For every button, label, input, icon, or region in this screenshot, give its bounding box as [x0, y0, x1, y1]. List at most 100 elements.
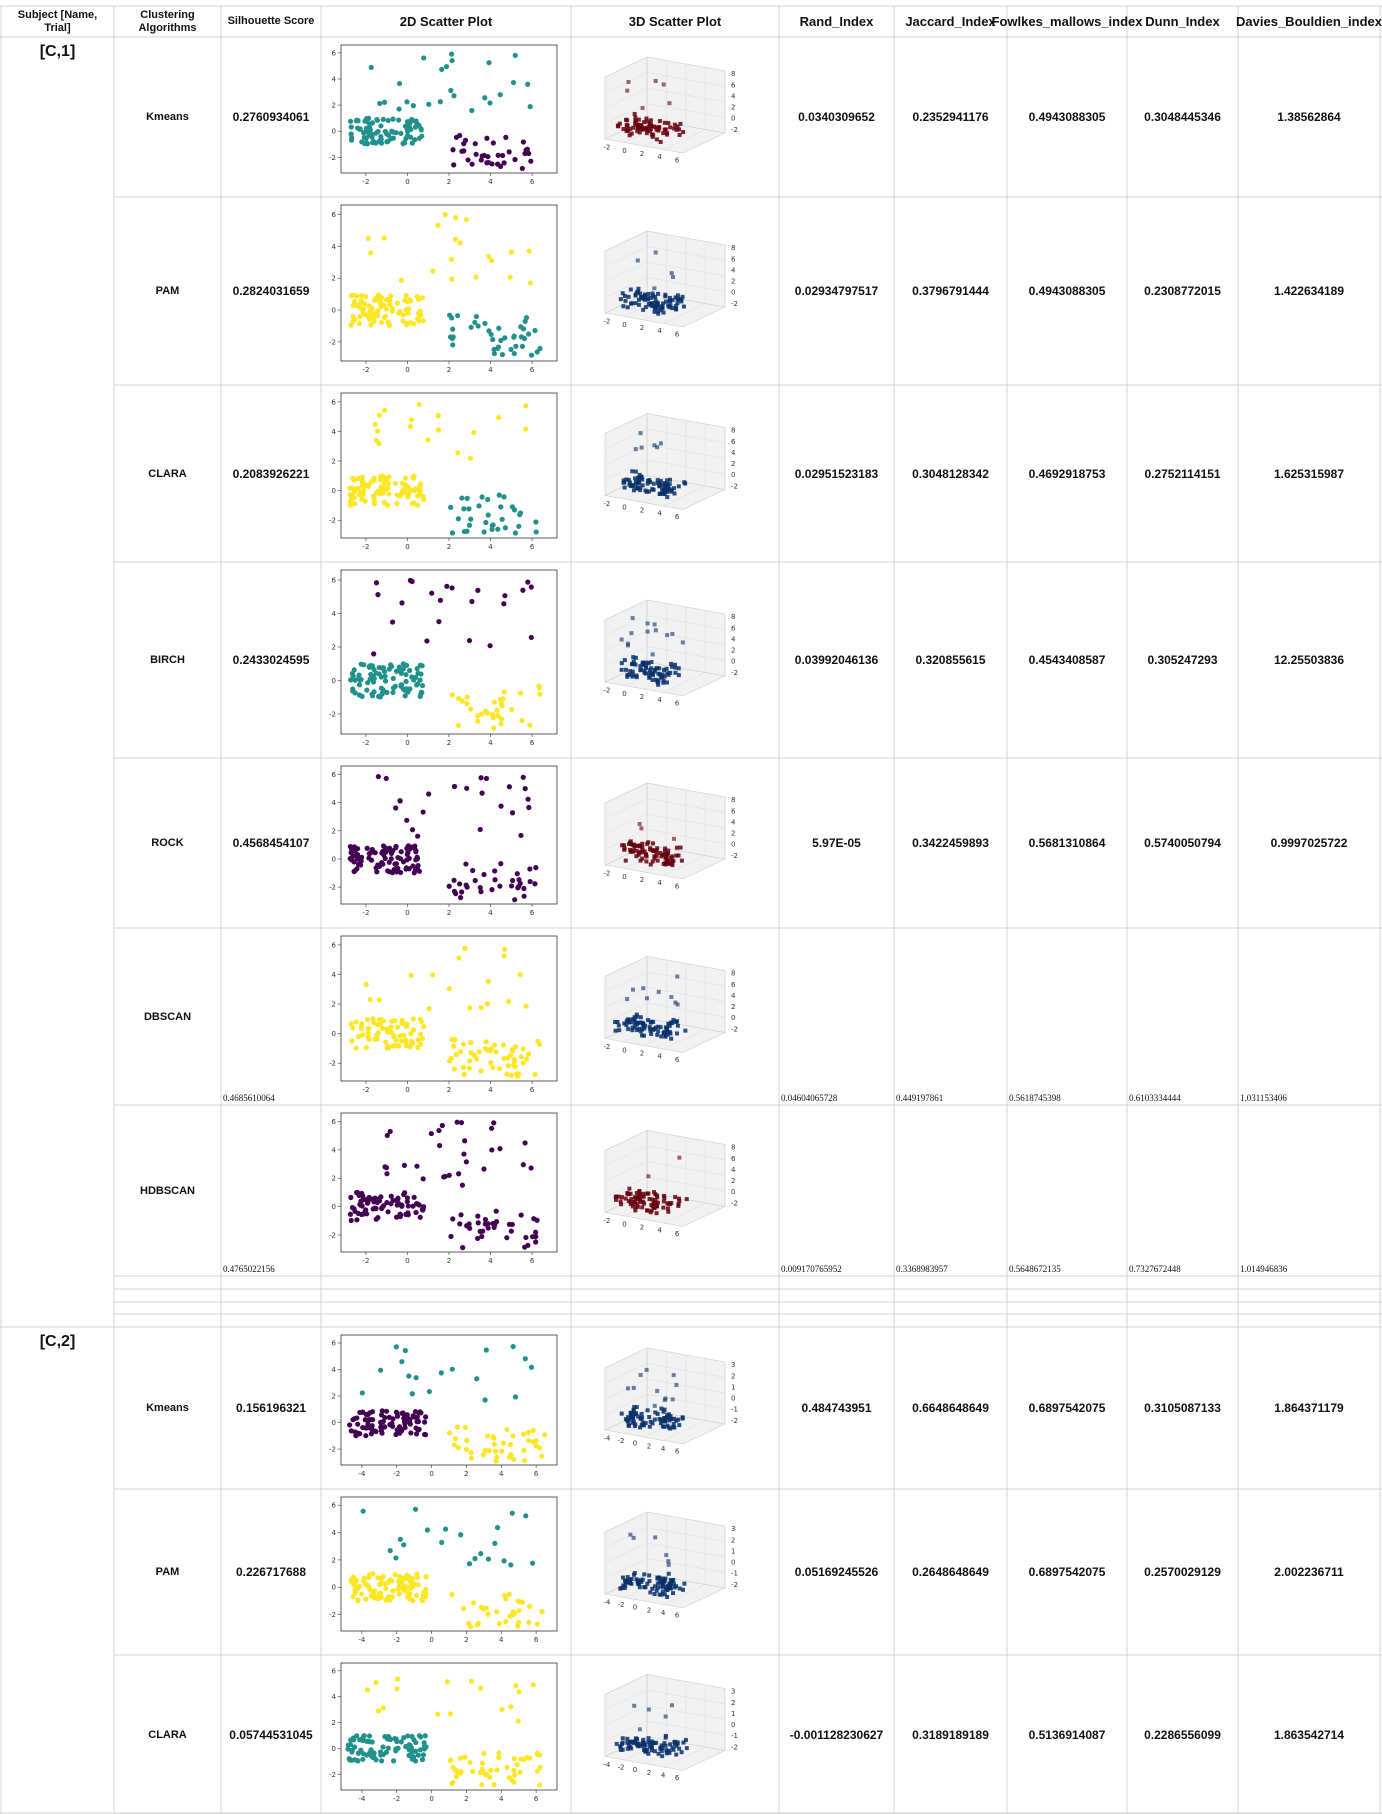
- cube-point: [635, 485, 640, 490]
- cube-point: [641, 1024, 646, 1029]
- cube-point: [638, 1020, 643, 1025]
- cube-point: [618, 1747, 623, 1752]
- scatter-dot: [528, 352, 535, 358]
- metric-value: 0.6897542075: [1028, 1565, 1106, 1579]
- scatter-dot: [525, 579, 531, 585]
- x-tick-label: 0: [405, 739, 409, 747]
- scatter-dot: [518, 1212, 524, 1218]
- scatter-dot: [452, 1037, 458, 1043]
- cube-point: [655, 445, 660, 450]
- scatter-dot: [493, 1458, 499, 1464]
- scatter-dot: [458, 895, 464, 901]
- scatter-dot: [472, 1556, 478, 1562]
- cube-point: [663, 1034, 668, 1039]
- scatter-dot: [511, 1610, 517, 1616]
- cube-point: [638, 485, 643, 490]
- scatter-dot: [370, 1016, 376, 1022]
- scatter-dot: [532, 881, 538, 887]
- scatter-dot: [376, 1198, 383, 1204]
- scatter-dot: [371, 501, 378, 507]
- scatter-dot: [526, 331, 532, 337]
- metric-value: 0.3368983957: [896, 1264, 948, 1274]
- scatter-dot: [377, 1367, 384, 1373]
- x-tick-label: -4: [358, 1795, 366, 1803]
- cube-point: [675, 293, 680, 298]
- scatter-dot: [467, 1005, 473, 1011]
- scatter-dot: [421, 1419, 428, 1425]
- scatter-dot: [523, 1513, 529, 1519]
- cube-point: [656, 989, 661, 994]
- cube-point: [652, 1403, 657, 1408]
- scatter-dot: [356, 682, 363, 688]
- y-tick-label: 0: [332, 855, 336, 863]
- y-tick-label: -2: [329, 1231, 336, 1239]
- cube-x-tick-label: 0: [633, 1604, 637, 1612]
- scatter-dot: [435, 222, 441, 228]
- scatter-dot: [399, 1359, 405, 1365]
- scatter-dot: [457, 1049, 464, 1055]
- scatter-dot: [385, 485, 391, 491]
- scatter-dot: [435, 1711, 441, 1717]
- cube-point: [648, 126, 653, 131]
- scatter-dot: [499, 703, 505, 709]
- scatter-dot: [373, 130, 379, 136]
- cube-grid: [663, 67, 706, 150]
- scatter-dot: [375, 1215, 381, 1221]
- cube-point: [665, 495, 670, 500]
- cube-point: [635, 1580, 640, 1585]
- cube-z-tick-label: 0: [731, 1188, 735, 1196]
- scatter-dot: [380, 1418, 386, 1425]
- scatter-dot: [417, 677, 423, 683]
- scatter-dot: [352, 1208, 358, 1215]
- scatter-dot: [357, 126, 363, 132]
- cube-point: [646, 1707, 651, 1712]
- y-tick-label: 2: [332, 1001, 336, 1009]
- cube-x-tick-label: 0: [622, 1220, 626, 1228]
- y-tick-label: 0: [332, 307, 336, 315]
- scatter-dot: [478, 775, 484, 781]
- x-tick-label: 2: [447, 1086, 451, 1094]
- scatter-dot: [462, 1754, 468, 1760]
- cube-x-tick-label: 2: [647, 1769, 651, 1777]
- scatter-dot: [376, 440, 382, 447]
- cube-point: [620, 1575, 625, 1580]
- x-tick-label: 6: [530, 543, 535, 551]
- metric-value: 0.305247293: [1147, 653, 1218, 667]
- cube-z-tick-label: 1: [731, 1547, 735, 1555]
- scatter-dot: [348, 1021, 354, 1027]
- cube-point: [647, 674, 652, 679]
- cube-point: [652, 301, 657, 306]
- scatter-dot: [406, 1752, 412, 1759]
- cube-point: [639, 1579, 644, 1584]
- cube-point: [621, 304, 626, 309]
- cube-point: [633, 1024, 638, 1029]
- x-tick-label: -2: [362, 739, 369, 747]
- scatter-dot: [351, 1737, 357, 1743]
- scatter-dot: [492, 1448, 499, 1454]
- cube-point: [652, 1190, 657, 1195]
- scatter-dot: [463, 1446, 470, 1453]
- scatter-dot: [380, 116, 386, 122]
- scatter-dot: [463, 216, 469, 223]
- scatter-dot: [385, 1579, 392, 1586]
- cube-point: [668, 1578, 673, 1583]
- x-tick-label: 4: [499, 1795, 504, 1803]
- cube-x-tick-label: 6: [675, 882, 680, 890]
- scatter-dot: [527, 722, 533, 728]
- algorithm-name: PAM: [155, 285, 180, 297]
- cube-point: [667, 487, 672, 492]
- scatter-dot: [452, 1435, 459, 1442]
- cube-point: [626, 1386, 631, 1391]
- scatter-dot: [453, 215, 459, 221]
- scatter-dot: [494, 1525, 501, 1531]
- cube-point: [663, 1743, 668, 1748]
- cube-z-tick-label: 0: [731, 1721, 735, 1729]
- scatter-dot: [417, 310, 423, 316]
- subject-label: [C,1]: [39, 43, 76, 60]
- metric-value: 0.4543408587: [1028, 653, 1106, 667]
- algorithm-name: CLARA: [148, 1728, 187, 1741]
- cube-point: [669, 271, 674, 276]
- metric-value: 0.2648648649: [912, 1565, 989, 1579]
- cube-z-tick-label: 8: [731, 613, 735, 621]
- cube-point: [676, 1417, 681, 1422]
